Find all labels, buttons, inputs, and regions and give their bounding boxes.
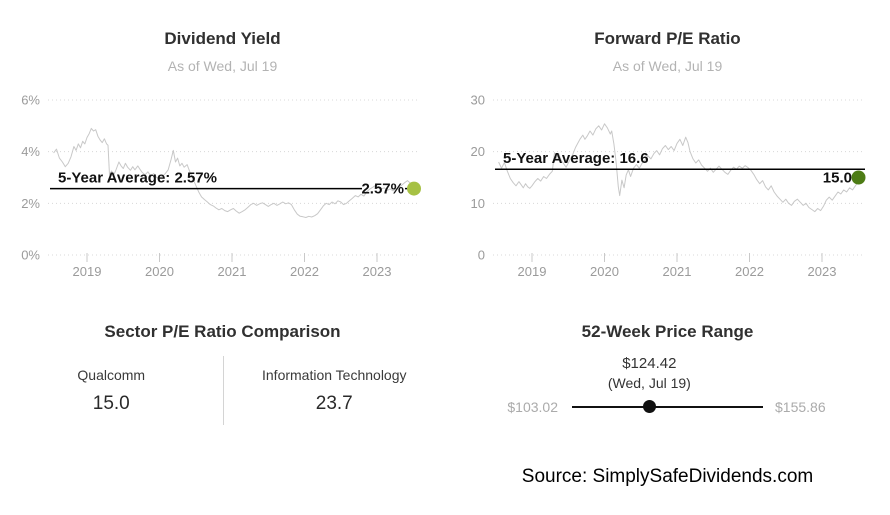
forward-pe-subtitle: As of Wed, Jul 19 (612, 58, 723, 74)
price-range-track (572, 400, 763, 413)
y-tick-label: 4% (21, 144, 40, 159)
company-pe-column: Qualcomm 15.0 (0, 356, 224, 425)
x-tick-label: 2023 (363, 264, 392, 279)
current-value-label: 15.0 (823, 170, 852, 187)
sector-comparison-title: Sector P/E Ratio Comparison (104, 322, 341, 341)
y-tick-label: 30 (471, 93, 485, 108)
y-tick-label: 0 (478, 248, 485, 263)
x-tick-label: 2021 (218, 264, 247, 279)
company-pe-value: 15.0 (92, 393, 130, 414)
dividend-yield-title: Dividend Yield (164, 29, 281, 48)
current-value-dot (851, 170, 866, 185)
x-tick-label: 2019 (518, 264, 547, 279)
y-tick-label: 2% (21, 196, 40, 211)
company-label: Qualcomm (77, 367, 146, 383)
y-tick-label: 20 (471, 144, 485, 159)
price-range-slider: $124.42 (Wed, Jul 19) $103.02 $155.86 (445, 355, 890, 430)
x-tick-label: 2019 (73, 264, 102, 279)
current-price-date: (Wed, Jul 19) (607, 375, 691, 391)
x-tick-label: 2020 (590, 264, 619, 279)
x-tick-label: 2021 (663, 264, 692, 279)
low-price-label: $103.02 (507, 399, 558, 415)
dividend-yield-chart: 6% 4% 2% 0% 2019 2020 2021 2022 2023 5-Year Avera… (21, 93, 421, 279)
high-price-label: $155.86 (775, 399, 826, 415)
x-tick-label: 2023 (808, 264, 837, 279)
x-tick-label: 2020 (145, 264, 174, 279)
dividend-yield-subtitle: As of Wed, Jul 19 (167, 58, 278, 74)
x-tick-label: 2022 (735, 264, 764, 279)
panel-dividend-yield: Dividend Yield As of Wed, Jul 19 6% 4% 2% 0… (0, 0, 445, 290)
current-value-dot (407, 181, 421, 196)
current-price-dot (642, 400, 656, 413)
sector-pe-column: Information Technology 23.7 (224, 356, 446, 425)
source-label: Source: SimplySafeDividends.com (521, 466, 814, 487)
current-price-label: $124.42 (622, 355, 677, 372)
sector-comparison-table: Qualcomm 15.0 Information Technology 23.… (0, 356, 445, 425)
sector-pe-value: 23.7 (315, 393, 353, 414)
forward-pe-title: Forward P/E Ratio (594, 29, 741, 48)
y-tick-label: 6% (21, 93, 40, 108)
panel-sector-comparison: Sector P/E Ratio Comparison Qualcomm 15.… (0, 290, 445, 515)
price-range-title: 52-Week Price Range (581, 322, 754, 341)
forward-pe-chart: 30 20 10 0 2019 2020 2021 2022 2023 5-Year Averag… (471, 93, 866, 279)
series-line (498, 123, 863, 213)
y-tick-label: 0% (21, 248, 40, 263)
x-tick-label: 2022 (290, 264, 319, 279)
current-value-label: 2.57% (361, 181, 404, 198)
panel-price-range: 52-Week Price Range (445, 290, 890, 515)
average-label: 5-Year Average: 2.57% (58, 170, 217, 187)
y-tick-label: 10 (471, 196, 485, 211)
average-label: 5-Year Average: 16.6 (503, 150, 649, 167)
series-line (53, 127, 418, 218)
panel-forward-pe: Forward P/E Ratio As of Wed, Jul 19 30 20… (445, 0, 890, 290)
sector-label: Information Technology (262, 367, 407, 383)
current-price-callout: $124.42 (Wed, Jul 19) (539, 355, 759, 391)
